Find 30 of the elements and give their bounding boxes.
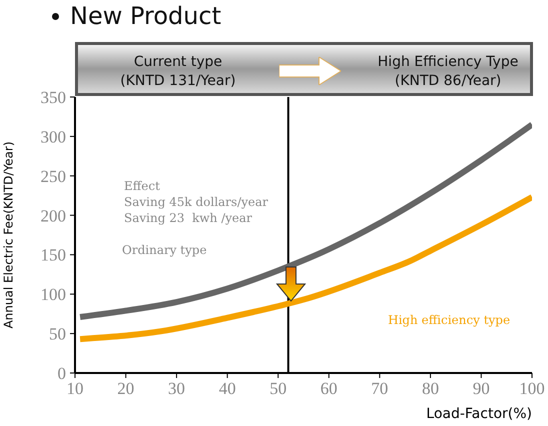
text: (KNTD 86/Year) — [394, 72, 502, 91]
text: High Efficiency Type — [376, 53, 520, 72]
text: Ordinary type — [122, 243, 207, 257]
x-tick-label: 20 — [117, 379, 134, 398]
chart-title: New Product — [70, 2, 222, 30]
x-tick-label: 70 — [371, 379, 388, 398]
y-tick-label: 50 — [49, 324, 66, 344]
x-tick-label: 60 — [320, 379, 338, 398]
y-tick-label: 350 — [40, 88, 66, 108]
x-tick-label: 40 — [218, 379, 236, 398]
y-tick-label: 300 — [40, 127, 66, 146]
y-tick-label: 150 — [40, 246, 66, 265]
y-tick-label: 0 — [58, 364, 66, 384]
x-tick-label: 80 — [422, 379, 439, 398]
y-axis-title: Annual Electric Fee(KNTD/Year) — [1, 141, 16, 329]
x-tick-label: 30 — [168, 379, 186, 398]
y-tick-label: 100 — [40, 285, 66, 304]
annotation: Saving 23 kwh /year — [124, 210, 254, 226]
y-tick-label: 250 — [40, 166, 66, 186]
text: Current type — [132, 53, 224, 72]
text: High efficiency type — [388, 313, 510, 327]
text: (KNTD 131/Year) — [119, 72, 237, 91]
annotation: Effect — [124, 178, 161, 194]
x-tick-label: 100 — [519, 379, 545, 398]
x-tick-label: 10 — [66, 379, 84, 398]
y-tick-label: 200 — [40, 206, 66, 226]
annotation: Saving 45k dollars/year — [124, 194, 268, 210]
x-tick-label: 50 — [270, 379, 287, 398]
x-tick-label: 90 — [472, 379, 490, 398]
x-axis-title: Load-Factor(%) — [426, 406, 532, 422]
